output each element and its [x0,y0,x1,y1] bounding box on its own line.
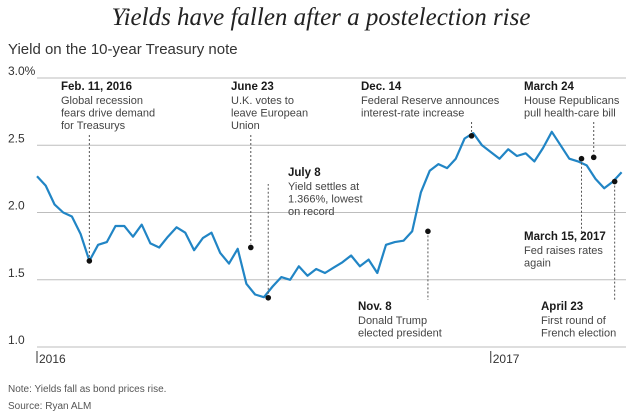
y-tick-label: 1.5 [8,266,25,280]
x-tick-label: 2017 [493,352,520,366]
annotation: Dec. 14 Federal Reserve announcesinterest… [361,81,500,139]
annotation-marker [247,244,254,251]
annotation-date: Dec. 14 [361,81,402,93]
annotation-text: Donald Trump [358,315,427,327]
annotation-text: pull health-care bill [524,108,616,120]
gridlines [37,77,626,348]
annotation-text: Yield settles at [288,181,359,193]
source-credit: Source: Ryan ALM [8,401,91,412]
annotation-date: March 15, 2017 [524,231,606,243]
annotation-date: June 23 [231,81,274,93]
annotation-text: 1.366%, lowest [288,194,363,206]
annotation-marker [611,178,618,185]
annotation-text: Fed raises rates [524,245,603,257]
annotation-text: leave European [231,108,308,120]
annotation-text: Global recession [61,95,143,107]
annotation-marker [425,228,431,235]
x-axis-ticks: 2016 2017 [36,351,520,366]
y-axis-ticks: 3.0% 2.5 2.0 1.5 1.0 [8,64,36,347]
footnote: Note: Yields fall as bond prices rise. [8,384,166,395]
annotation-date: Feb. 11, 2016 [61,81,132,93]
annotation-text: for Treasurys [61,120,126,132]
annotation-text: House Republicans [524,95,620,107]
annotation-text: First round of [541,315,607,327]
annotation-text: French election [541,328,616,340]
annotation-date: March 24 [524,81,574,93]
yield-line [36,130,623,299]
annotation-text: interest-rate increase [361,108,464,120]
annotation-marker [468,133,475,139]
annotation-marker [265,294,272,301]
annotation-text: elected president [358,328,442,340]
y-tick-label: 2.5 [8,131,25,145]
annotation-text: U.K. votes to [231,95,294,107]
y-tick-label: 1.0 [8,333,25,347]
x-tick-label: 2016 [39,352,66,366]
annotation-date: Nov. 8 [358,301,392,313]
annotation-marker [578,155,585,162]
y-tick-label: 2.0 [8,199,25,213]
y-tick-label: 3.0% [8,64,36,78]
annotation-text: Federal Reserve announces [361,95,500,107]
annotation-text: fears drive demand [61,108,155,120]
annotation-text: again [524,258,551,270]
annotation-date: July 8 [288,167,321,179]
series-line [36,130,623,299]
annotation-marker [86,258,93,264]
chart-title: Yields have fallen after a postelection … [112,4,531,31]
chart-subtitle: Yield on the 10-year Treasury note [8,41,238,58]
annotation-date: April 23 [541,301,583,313]
annotation-text: Union [231,120,260,132]
annotation-text: on record [288,206,334,218]
annotation-marker [590,154,597,161]
